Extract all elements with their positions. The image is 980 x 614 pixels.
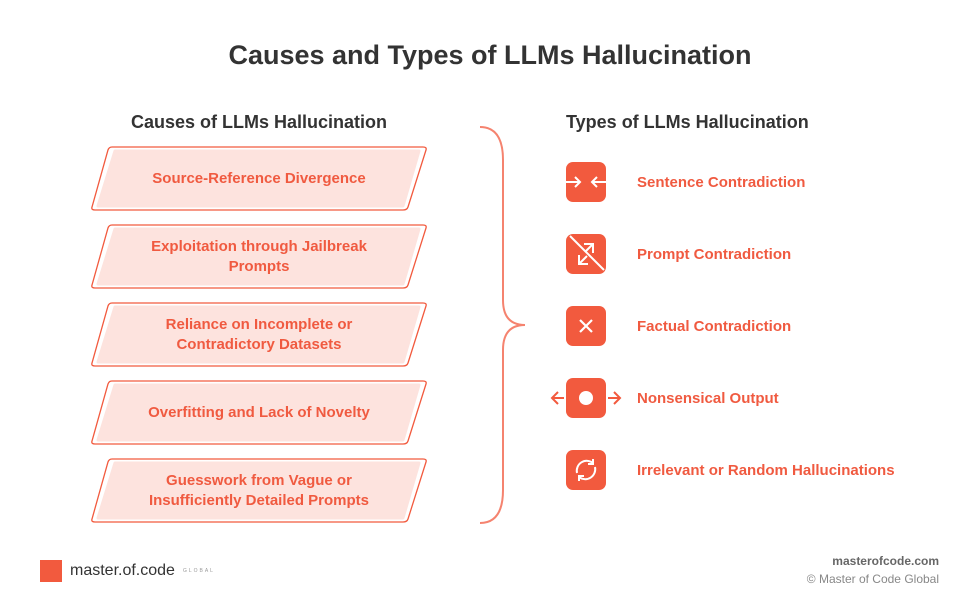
cause-label: Reliance on Incomplete or Contradictory D… (165, 316, 353, 353)
type-item: Factual Contradiction (566, 306, 791, 346)
logo: master.of.code GLOBAL (40, 560, 215, 582)
cause-label: Overfitting and Lack of Novelty (148, 404, 370, 421)
dot-arrows-outward-icon (550, 378, 622, 418)
site-url: masterofcode.com (832, 554, 939, 568)
brace (479, 126, 526, 524)
type-item: Irrelevant or Random Hallucinations (566, 450, 895, 490)
copyright: © Master of Code Global (806, 572, 939, 586)
cause-label: Exploitation through Jailbreak Prompts (151, 238, 367, 275)
refresh-icon (566, 450, 606, 490)
cause-label: Guesswork from Vague or Insufficiently De… (148, 472, 370, 509)
cause-box: Overfitting and Lack of Novelty (90, 380, 428, 446)
cause-label: Source-Reference Divergence (152, 170, 366, 187)
cause-box: Exploitation through Jailbreak Prompts (90, 224, 428, 290)
type-label: Nonsensical Output (637, 389, 779, 407)
x-icon (566, 306, 606, 346)
brand-sub: GLOBAL (182, 568, 215, 574)
arrows-inward-icon (566, 162, 606, 202)
type-item: Prompt Contradiction (566, 234, 791, 274)
cause-box: Source-Reference Divergence (90, 146, 428, 212)
type-label: Irrelevant or Random Hallucinations (637, 461, 895, 479)
types-heading: Types of LLMs Hallucination (566, 112, 809, 132)
brand-name: master.of.code (70, 562, 175, 579)
page-title: Causes and Types of LLMs Hallucination (228, 40, 752, 70)
type-label: Prompt Contradiction (637, 245, 792, 263)
type-item: Nonsensical Output (550, 378, 779, 418)
type-label: Factual Contradiction (637, 317, 792, 335)
cause-box: Reliance on Incomplete or Contradictory D… (90, 302, 428, 368)
type-label: Sentence Contradiction (637, 173, 806, 191)
cause-box: Guesswork from Vague or Insufficiently De… (90, 458, 428, 524)
logo-mark-icon (40, 560, 62, 582)
crossed-arrows-icon (566, 234, 606, 274)
type-item: Sentence Contradiction (566, 162, 805, 202)
causes-heading: Causes of LLMs Hallucination (131, 112, 388, 132)
